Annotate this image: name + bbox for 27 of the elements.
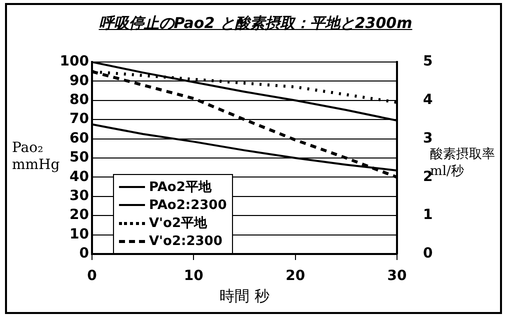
y2-tick-label: 1: [423, 207, 433, 224]
legend-label: V'o2:2300: [149, 234, 222, 248]
y2-tick-label: 5: [423, 54, 433, 70]
y2-tick-label: 0: [423, 246, 433, 262]
y2-axis-title: 酸素摂取率 ml/秒: [430, 146, 495, 179]
legend-label: V'o2平地: [149, 215, 208, 232]
y-axis-title: Pao₂ mmHg: [12, 140, 60, 174]
y-tick-label: 70: [70, 111, 90, 128]
x-tick-label: 30: [387, 268, 407, 284]
x-tick-label: 20: [286, 268, 306, 284]
y-tick-label: 20: [70, 207, 90, 224]
y-tick-label: 100: [60, 54, 90, 70]
y-tick-label: 50: [70, 150, 90, 166]
y-tick-label: 30: [70, 188, 90, 204]
x-axis-title: 時間 秒: [218, 287, 270, 305]
y-tick-label: 10: [70, 226, 90, 242]
x-tick-label: 10: [184, 268, 204, 284]
legend-label: PAo2:2300: [149, 198, 227, 212]
y2-tick-label: 3: [423, 130, 433, 146]
y2-tick-label: 4: [423, 92, 433, 108]
legend-label: PAo2平地: [149, 179, 212, 196]
chart-title: 呼吸停止のPao2 と酸素摂取：平地と2300m: [98, 14, 414, 33]
y-tick-label: 90: [70, 72, 90, 89]
y-tick-label: 40: [70, 168, 90, 185]
y-tick-label: 0: [79, 246, 90, 262]
y-tick-label: 80: [70, 92, 90, 108]
y-tick-label: 60: [70, 130, 90, 146]
